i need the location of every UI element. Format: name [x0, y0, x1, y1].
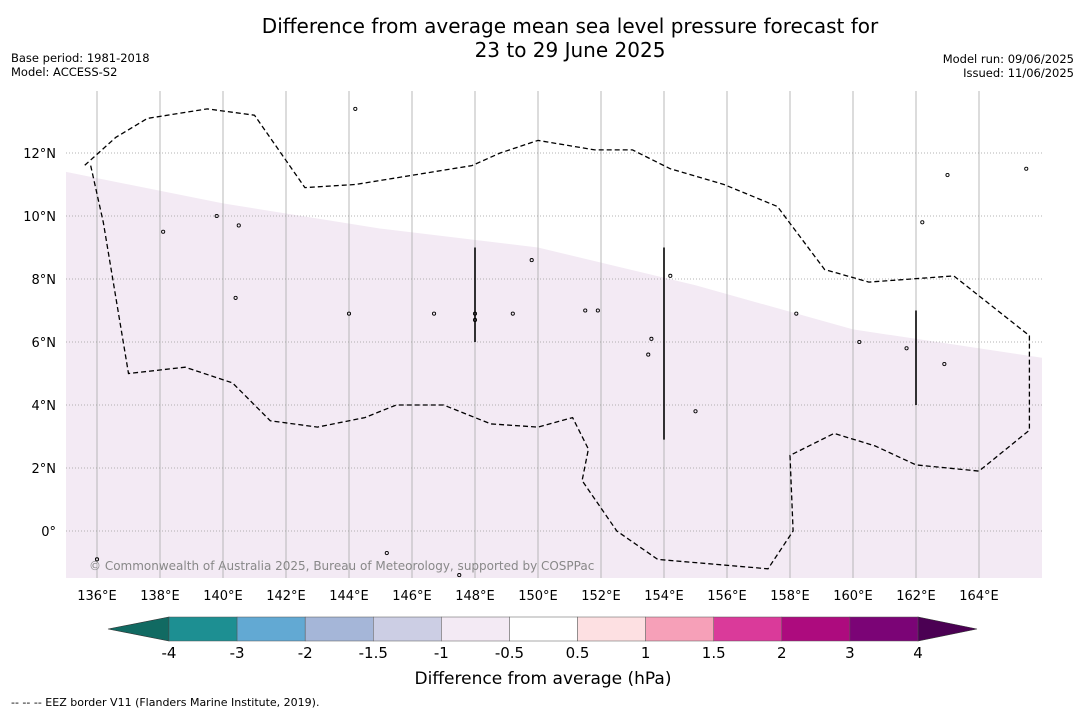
island-outline: [431, 311, 437, 316]
colorbar-tick-label: 1.5: [702, 644, 726, 662]
latitude-label: 10°N: [23, 210, 56, 225]
longitude-label: 140°E: [203, 589, 243, 604]
longitude-label: 160°E: [833, 589, 873, 604]
island-outline: [233, 295, 238, 300]
island-outline: [384, 551, 389, 556]
longitude-label: 154°E: [644, 589, 684, 604]
map-gridlines: [66, 91, 1042, 578]
colorbar-tick-label: 1: [641, 644, 651, 662]
colorbar-swatch: [304, 616, 374, 642]
latitude-label: 12°N: [23, 147, 56, 162]
model-info: Base period: 1981-2018 Model: ACCESS-S2: [11, 51, 150, 79]
issued-text: Issued: 11/06/2025: [963, 66, 1074, 80]
colorbar-tick-label: 2: [777, 644, 787, 662]
colorbar: -4 -3 -2 -1.5 -1 -0.5 0.5 1 1.5 2 3 4: [107, 616, 978, 662]
island-outline: [945, 172, 950, 178]
island-outline: [668, 273, 673, 278]
run-info: Model run: 09/06/2025 Issued: 11/06/2025: [943, 52, 1074, 80]
longitude-labels: 136°E 138°E 140°E 142°E 144°E 146°E 148°E 150°E…: [77, 589, 999, 604]
latitude-label: 2°N: [32, 462, 57, 477]
latitude-label: 8°N: [32, 273, 57, 288]
island-outline: [1024, 166, 1029, 171]
eez-footnote: -- -- -- EEZ border V11 (Flanders Marine…: [11, 696, 320, 709]
island-outline: [646, 352, 651, 357]
island-outline: [942, 361, 947, 367]
map-title-line1: Difference from average mean sea level p…: [261, 14, 879, 38]
model-text: Model: ACCESS-S2: [11, 65, 118, 79]
colorbar-swatch: [441, 616, 510, 642]
colorbar-swatch: [577, 616, 646, 642]
island-outline: [214, 213, 219, 219]
island-outline: [510, 311, 515, 316]
latitude-label: 4°N: [32, 399, 57, 414]
longitude-label: 152°E: [581, 589, 621, 604]
vertical-segments: [474, 247, 917, 440]
colorbar-tick-label: -1: [434, 644, 449, 662]
colorbar-tick-label: -3: [230, 644, 245, 662]
colorbar-swatch: [849, 616, 919, 642]
model-run-text: Model run: 09/06/2025: [942, 52, 1074, 66]
colorbar-swatch: [509, 616, 578, 642]
colorbar-tick-label: 4: [913, 644, 923, 662]
island-outline: [353, 106, 358, 111]
island-outline: [595, 308, 600, 313]
pressure-anomaly-shading: [66, 171, 1042, 578]
colorbar-high-extension: [917, 616, 978, 642]
colorbar-swatch: [373, 616, 442, 642]
island-outline: [794, 311, 799, 316]
island-outline: [857, 339, 862, 345]
latitude-labels: 12°N 10°N 8°N 6°N 4°N 2°N 0°: [23, 147, 56, 540]
longitude-label: 138°E: [140, 589, 180, 604]
island-outline: [904, 346, 909, 351]
island-outlines: [94, 106, 1029, 578]
longitude-label: 156°E: [707, 589, 747, 604]
colorbar-low-extension: [107, 616, 170, 642]
map-title: Difference from average mean sea level p…: [0, 14, 1085, 62]
longitude-label: 162°E: [896, 589, 936, 604]
colorbar-tick-label: 0.5: [566, 644, 590, 662]
colorbar-swatch: [781, 616, 851, 642]
island-outline: [583, 308, 588, 313]
colorbar-swatch: [645, 616, 714, 642]
longitude-label: 164°E: [959, 589, 999, 604]
copyright-credit: © Commonwealth of Australia 2025, Bureau…: [89, 559, 594, 573]
island-outline: [920, 220, 925, 225]
island-outline: [94, 557, 100, 562]
island-outline: [161, 229, 166, 234]
longitude-label: 142°E: [266, 589, 306, 604]
colorbar-tick-label: -1.5: [359, 644, 388, 662]
island-outline: [346, 311, 352, 316]
colorbar-title: Difference from average (hPa): [415, 669, 672, 689]
colorbar-tick-label: -0.5: [495, 644, 524, 662]
latitude-label: 6°N: [32, 336, 57, 351]
longitude-label: 150°E: [518, 589, 558, 604]
longitude-label: 136°E: [77, 589, 117, 604]
eez-border: [83, 108, 1031, 570]
island-outline: [649, 336, 654, 341]
shading-region: [66, 171, 1042, 578]
island-outline: [529, 258, 534, 263]
island-outline: [693, 409, 698, 414]
base-period-text: Base period: 1981-2018: [11, 51, 150, 65]
longitude-label: 158°E: [770, 589, 810, 604]
island-outline: [236, 223, 241, 228]
longitude-label: 144°E: [329, 589, 369, 604]
latitude-label: 0°: [41, 525, 56, 540]
colorbar-tick-label: -2: [298, 644, 313, 662]
colorbar-tick-label: 3: [845, 644, 855, 662]
longitude-label: 146°E: [392, 589, 432, 604]
island-outline: [457, 573, 462, 578]
colorbar-swatch: [168, 616, 238, 642]
colorbar-swatch: [713, 616, 783, 642]
eez-border-line: [83, 108, 1031, 570]
longitude-label: 148°E: [455, 589, 495, 604]
colorbar-tick-label: -4: [162, 644, 177, 662]
colorbar-swatch: [236, 616, 306, 642]
map-title-line2: 23 to 29 June 2025: [474, 38, 666, 62]
